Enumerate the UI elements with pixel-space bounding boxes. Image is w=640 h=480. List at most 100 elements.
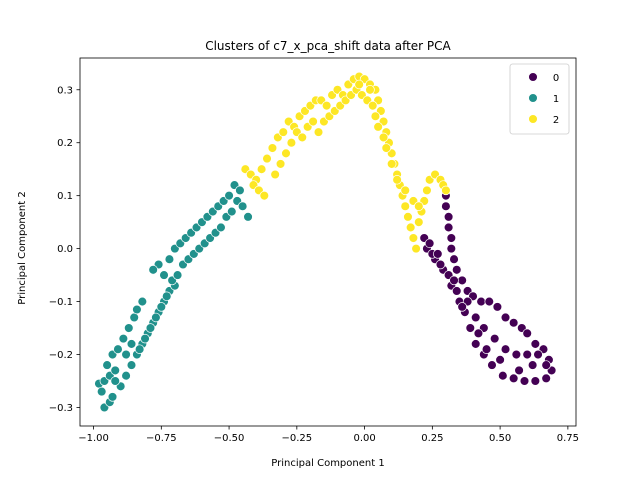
data-point <box>541 360 551 370</box>
data-point <box>140 333 150 344</box>
data-point <box>451 286 462 296</box>
legend-label: 0 <box>553 73 559 84</box>
data-point <box>370 111 381 121</box>
legend-label: 2 <box>553 115 559 126</box>
x-tick-label: −0.25 <box>282 433 313 444</box>
data-point <box>414 201 424 212</box>
data-point <box>381 143 392 153</box>
data-point <box>508 373 519 384</box>
data-point <box>278 127 289 137</box>
data-point <box>134 344 145 354</box>
data-point <box>519 376 530 386</box>
data-point <box>367 100 378 111</box>
data-point <box>498 370 508 381</box>
data-point <box>102 360 112 370</box>
data-point <box>470 339 481 349</box>
data-point <box>137 296 148 307</box>
data-point <box>161 291 172 302</box>
x-axis-label: Principal Component 1 <box>271 458 384 469</box>
data-point <box>113 344 123 354</box>
data-point <box>424 238 435 249</box>
data-point <box>492 302 503 312</box>
data-point <box>446 243 457 254</box>
data-point <box>297 132 308 143</box>
data-point <box>465 323 476 333</box>
data-point <box>457 302 467 312</box>
legend-marker <box>528 93 538 103</box>
data-point <box>110 365 120 376</box>
data-point <box>386 159 397 169</box>
data-point <box>403 212 413 222</box>
data-point <box>378 132 389 143</box>
data-point <box>129 312 139 323</box>
data-point <box>511 349 522 360</box>
data-point <box>259 190 270 201</box>
data-point <box>405 222 416 233</box>
data-point <box>414 217 424 227</box>
data-point <box>500 344 511 354</box>
data-point <box>308 116 318 127</box>
data-point <box>443 222 454 233</box>
data-point <box>354 79 364 90</box>
series-2 <box>240 71 451 254</box>
data-point <box>408 233 419 243</box>
data-point <box>457 275 467 286</box>
data-point <box>262 153 272 164</box>
y-tick-label: 0.0 <box>57 244 73 255</box>
data-point <box>470 312 481 323</box>
data-point <box>441 185 451 196</box>
data-point <box>227 206 237 217</box>
legend-label: 1 <box>553 94 559 105</box>
data-point <box>126 339 137 349</box>
data-point <box>243 212 253 222</box>
chart-title: Clusters of c7_x_pca_shift data after PC… <box>205 39 451 53</box>
data-point <box>400 185 410 196</box>
data-point <box>392 175 402 185</box>
data-point <box>522 349 532 360</box>
data-point <box>489 333 500 344</box>
data-point <box>216 222 226 233</box>
data-point <box>449 254 459 264</box>
plot-frame <box>79 57 577 427</box>
plot-area: −1.00 −0.75 −0.50 −0.25 0.00 0.25 0.50 0.75−0.3… <box>49 57 579 444</box>
y-tick-label: 0.2 <box>57 138 73 149</box>
data-point <box>313 127 324 137</box>
data-point <box>411 243 421 254</box>
data-point <box>235 185 245 196</box>
data-point <box>110 376 120 386</box>
data-point <box>270 169 280 180</box>
y-tick-label: −0.2 <box>49 350 73 361</box>
data-point <box>151 312 161 323</box>
data-point <box>96 386 107 397</box>
y-tick-label: 0.3 <box>57 85 73 96</box>
data-point <box>107 392 118 402</box>
x-tick-label: −0.50 <box>214 433 245 444</box>
data-point <box>530 376 541 386</box>
legend: 0 1 2 <box>509 63 570 135</box>
data-point <box>121 349 131 360</box>
data-point <box>321 100 332 111</box>
data-point <box>172 270 183 280</box>
data-point <box>148 265 158 275</box>
x-tick-label: 0.00 <box>353 433 375 444</box>
data-point <box>476 296 486 307</box>
y-tick-label: −0.1 <box>49 297 73 308</box>
y-tick-label: 0.1 <box>57 191 73 202</box>
data-point <box>237 201 248 212</box>
data-point <box>527 360 538 370</box>
data-point <box>126 360 137 370</box>
data-point <box>124 323 134 333</box>
data-point <box>514 365 524 376</box>
data-point <box>275 159 286 169</box>
data-point <box>435 259 446 270</box>
data-point <box>541 373 551 384</box>
data-point <box>267 143 278 153</box>
data-point <box>224 190 234 201</box>
x-tick-label: 0.25 <box>421 433 443 444</box>
data-point <box>121 370 131 381</box>
data-point <box>145 323 156 333</box>
data-point <box>451 265 462 275</box>
data-point <box>473 328 484 339</box>
data-point <box>481 344 492 354</box>
